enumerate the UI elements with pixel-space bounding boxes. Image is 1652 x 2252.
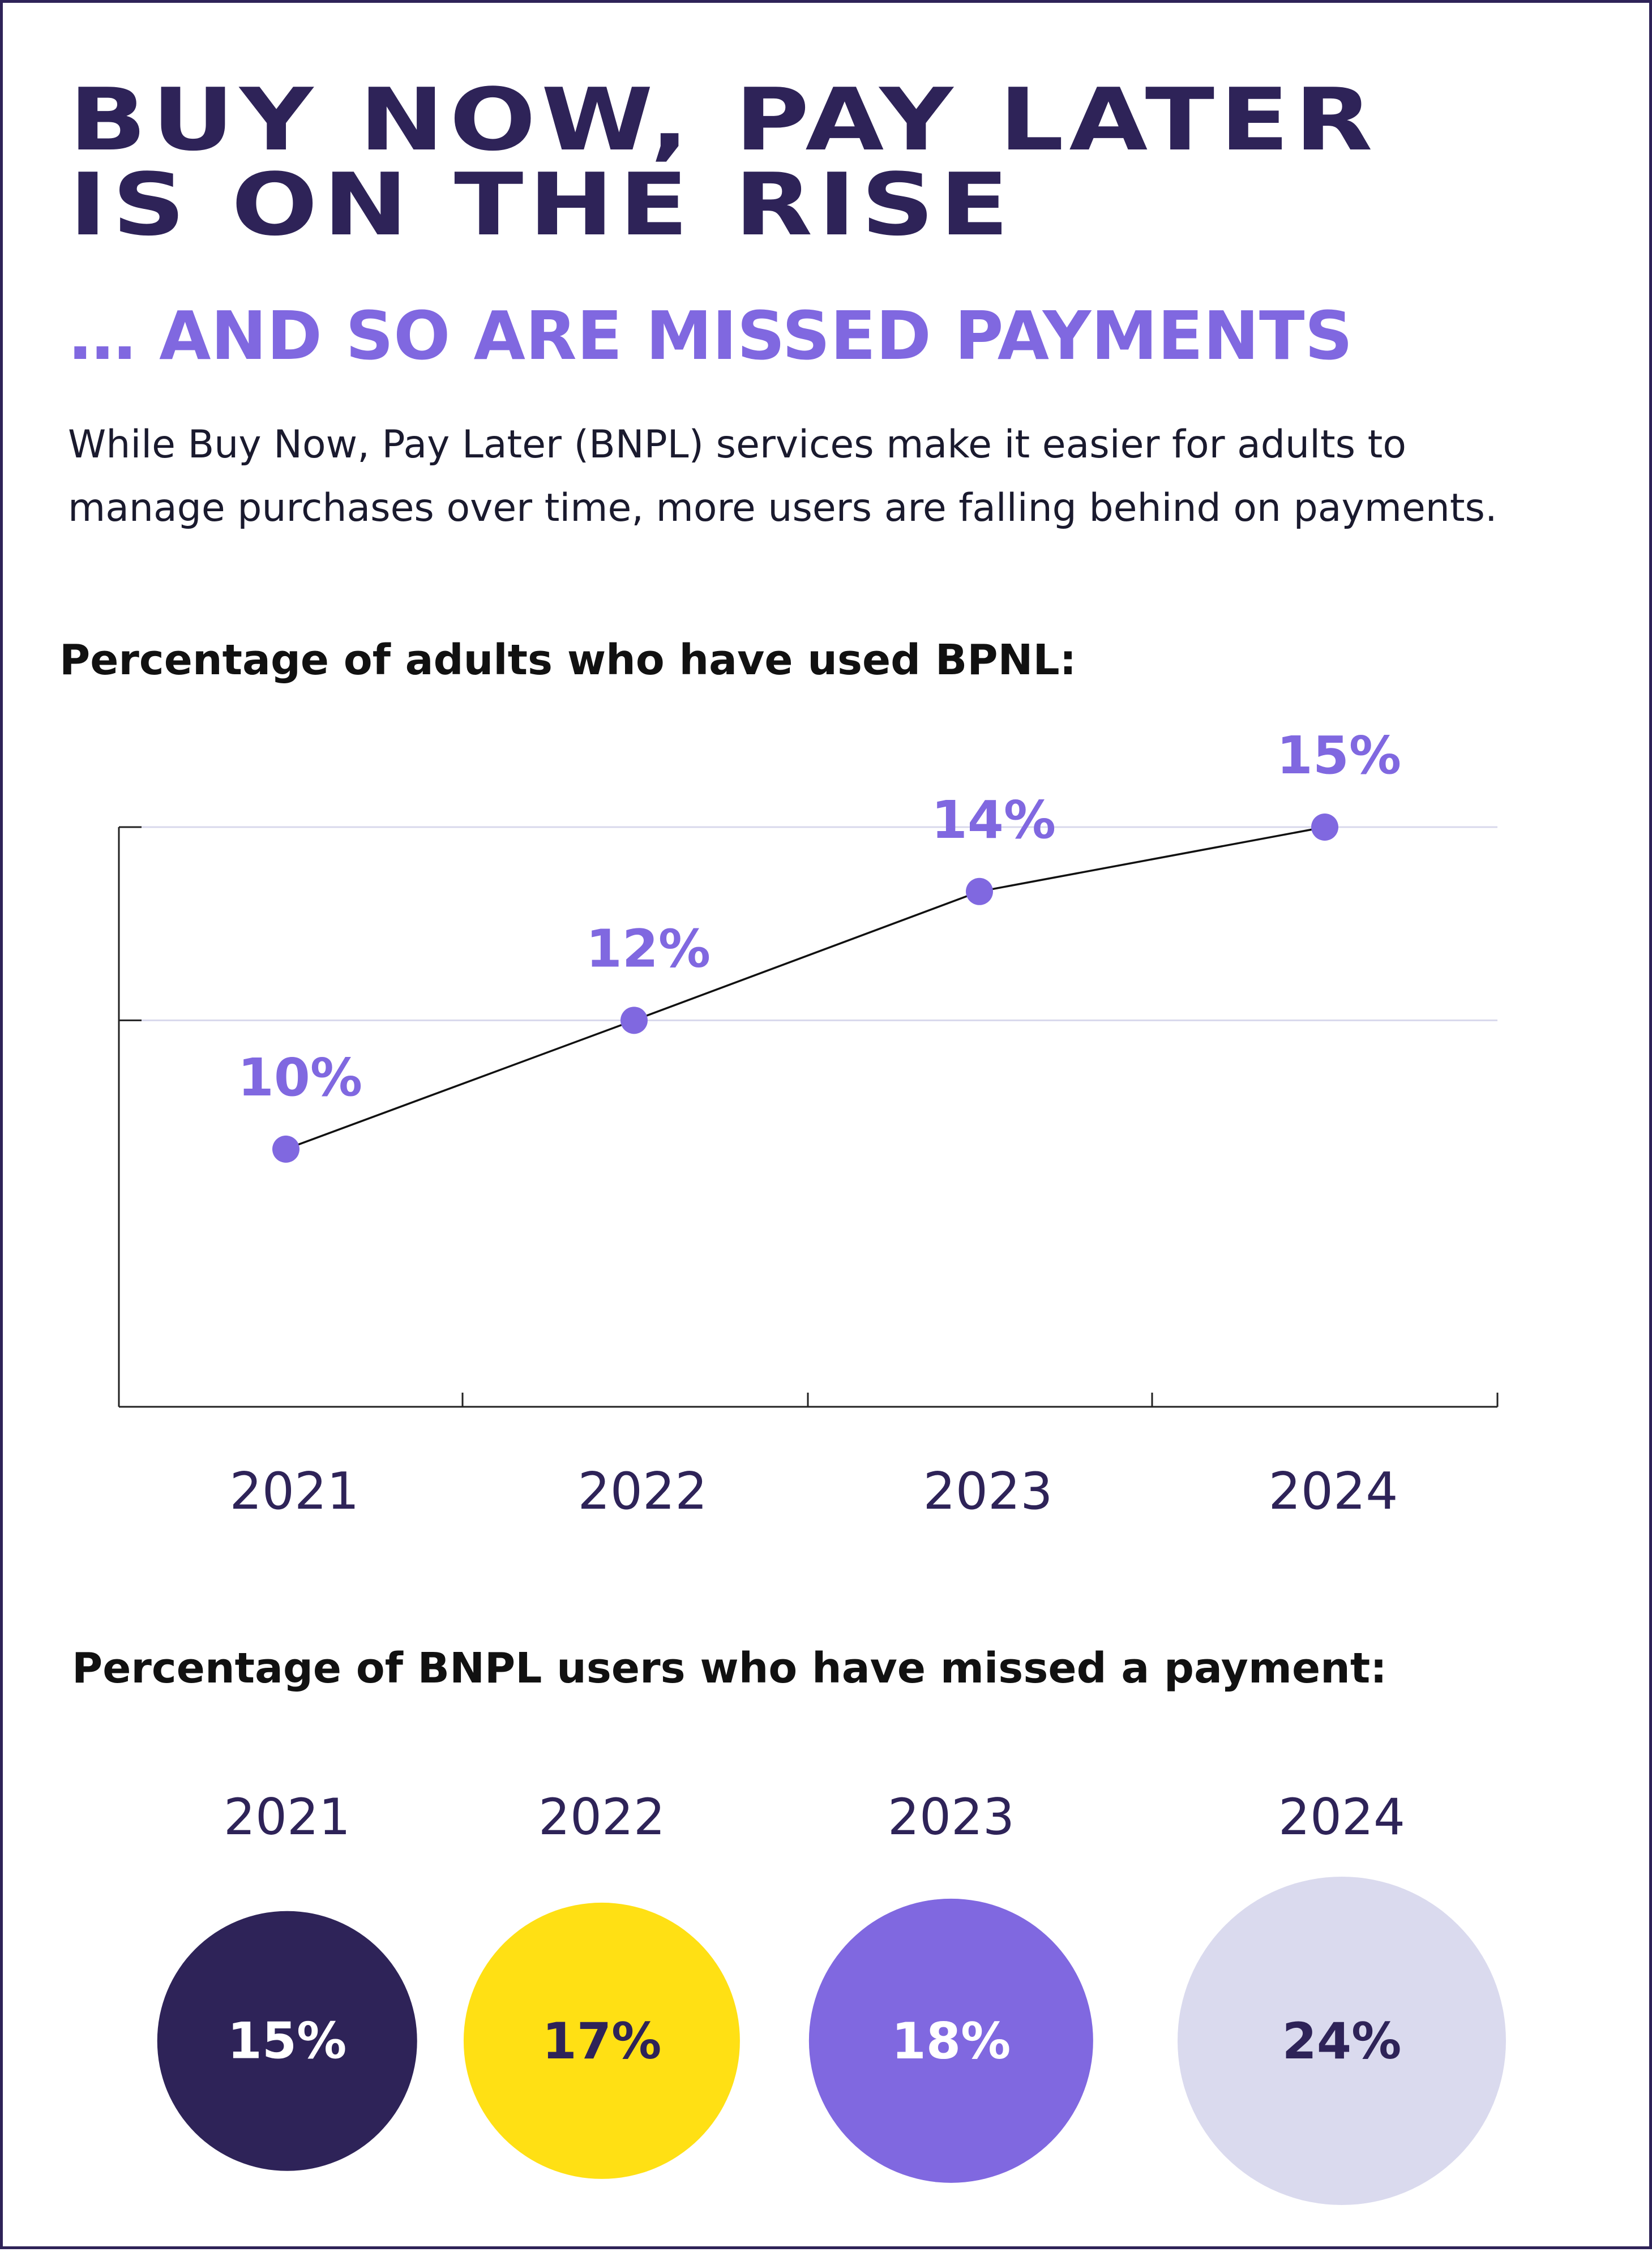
bubble-year-label: 2023 <box>888 1788 1015 1846</box>
bubble-year-label: 2024 <box>1278 1788 1405 1846</box>
line-chart-title: Percentage of adults who have used BPNL: <box>59 636 1077 684</box>
data-label: 15% <box>1277 725 1401 786</box>
line-chart-points <box>272 814 1338 1163</box>
intro-paragraph: While Buy Now, Pay Later (BNPL) services… <box>68 413 1630 540</box>
bubble-value-label: 24% <box>1282 2011 1402 2070</box>
bubble-year-label: 2022 <box>538 1788 665 1846</box>
bubble: 17% <box>463 1902 741 2180</box>
bubble-value-label: 18% <box>891 2011 1011 2070</box>
line-chart-gridlines <box>119 826 1497 1021</box>
series-line <box>285 826 1325 1150</box>
x-tick-label: 2021 <box>229 1462 359 1521</box>
title-line-1: BUY NOW, PAY LATER <box>69 70 1379 170</box>
line-chart-axes <box>118 826 1499 1408</box>
page-title: BUY NOW, PAY LATER IS ON THE RISE <box>69 77 1652 248</box>
x-tick-label: 2023 <box>923 1462 1052 1521</box>
x-tick-label: 2022 <box>577 1462 707 1521</box>
bubble: 18% <box>808 1898 1094 2184</box>
bubble-value-label: 17% <box>542 2011 662 2070</box>
data-label: 12% <box>586 918 711 979</box>
bubble-chart: 2021 15% 2022 17% 2023 18% 2024 24% <box>3 1729 1652 2252</box>
line-chart-data-labels: 10% 12% 14% 15% <box>238 725 1401 1108</box>
x-tick-label: 2024 <box>1268 1462 1398 1521</box>
bubble-value-label: 15% <box>227 2011 347 2070</box>
data-label: 10% <box>238 1047 362 1108</box>
data-label: 14% <box>931 790 1056 850</box>
data-point <box>1311 814 1338 841</box>
data-point <box>620 1007 648 1034</box>
data-point <box>272 1135 299 1163</box>
bubble-year-label: 2021 <box>224 1788 350 1846</box>
line-chart-x-tick-labels: 2021 2022 2023 2024 <box>229 1462 1398 1521</box>
title-line-2: IS ON THE RISE <box>69 155 1015 255</box>
intro-line-1: While Buy Now, Pay Later (BNPL) services… <box>68 422 1406 467</box>
page-subtitle: … AND SO ARE MISSED PAYMENTS <box>69 297 1353 375</box>
bubble: 15% <box>157 1911 417 2171</box>
line-chart-series <box>285 826 1325 1150</box>
data-point <box>966 877 993 905</box>
bubble-chart-title: Percentage of BNPL users who have missed… <box>72 1644 1387 1693</box>
bubble: 24% <box>1178 1877 1506 2205</box>
intro-line-2: manage purchases over time, more users a… <box>68 486 1497 530</box>
